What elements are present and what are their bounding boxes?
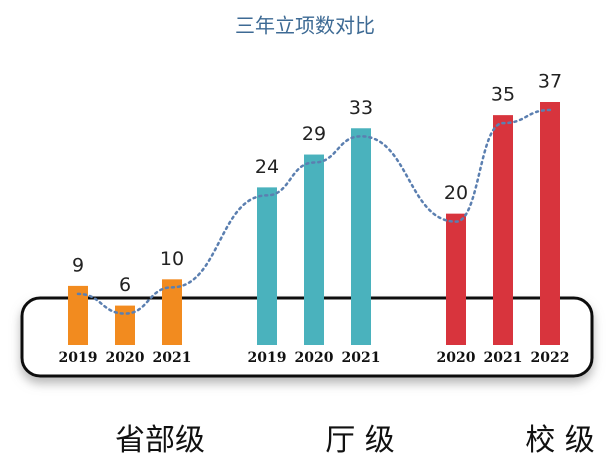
value-label: 6 [119, 274, 131, 296]
x-tick-label: 2019 [248, 350, 287, 366]
x-tick-label: 2020 [295, 350, 334, 366]
x-tick-label: 2020 [437, 350, 476, 366]
x-tick-label: 2020 [106, 350, 145, 366]
value-label: 35 [491, 84, 515, 106]
bar [257, 187, 277, 345]
group-label: 厅 级 [325, 423, 395, 458]
x-tick-label: 2022 [531, 350, 570, 366]
x-tick-label: 2019 [59, 350, 98, 366]
bar [493, 115, 513, 345]
bar [540, 102, 560, 345]
chart: 三年立项数对比 9 2019 6 2020 10 2021 省部级 24 2019 29 2020 3… [0, 0, 611, 466]
value-label: 9 [72, 254, 84, 276]
bar [162, 279, 182, 345]
group-label: 校 级 [525, 423, 595, 458]
group-label: 省部级 [115, 423, 205, 458]
value-label: 20 [444, 182, 468, 204]
value-label: 29 [302, 123, 326, 145]
bar [351, 128, 371, 345]
value-label: 10 [160, 248, 184, 270]
x-tick-label: 2021 [484, 350, 523, 366]
chart-title: 三年立项数对比 [235, 14, 375, 38]
bar [304, 155, 324, 345]
value-label: 33 [349, 97, 373, 119]
value-label: 37 [538, 71, 562, 93]
x-tick-label: 2021 [342, 350, 381, 366]
x-tick-label: 2021 [153, 350, 192, 366]
bar [446, 214, 466, 345]
value-label: 24 [255, 156, 279, 178]
